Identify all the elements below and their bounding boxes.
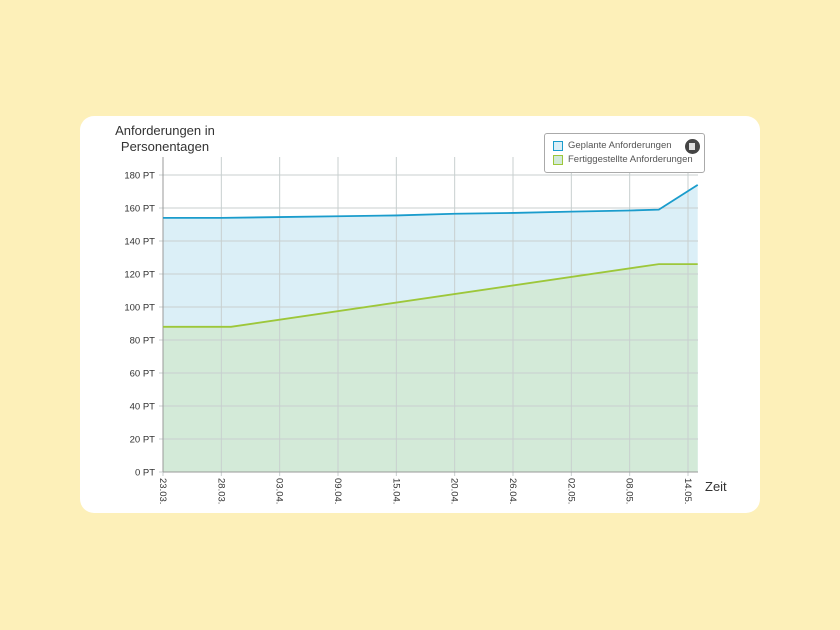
y-tick-label: 160 PT [124,204,155,215]
y-tick-label: 120 PT [124,270,155,281]
y-tick-label: 20 PT [130,435,156,446]
x-tick-label: 15.04. [390,478,401,504]
x-tick-label: 14.05. [682,478,693,504]
y-tick-label: 40 PT [130,402,156,413]
x-tick-label: 20.04. [449,478,460,504]
y-tick-label: 180 PT [124,171,155,182]
x-axis-title: Zeit [705,479,727,494]
x-tick-label: 23.03. [157,478,168,504]
x-tick-label: 09.04. [332,478,343,504]
legend-item-completed[interactable]: Fertiggestellte Anforderungen [553,154,693,165]
series-line-1 [163,263,698,328]
y-tick-label: 140 PT [124,237,155,248]
y-tick-label: 100 PT [124,303,155,314]
x-tick-label: 03.04. [274,478,285,504]
x-tick-label: 08.05. [624,478,635,504]
series-line-0 [163,184,699,219]
legend-label: Geplante Anforderungen [568,140,672,151]
series-area-1 [163,264,698,472]
x-tick-label: 26.04. [507,478,518,504]
y-tick-label: 60 PT [130,369,156,380]
legend-swatch [553,154,563,165]
y-tick-label: 0 PT [135,468,155,479]
legend-swatch [553,140,563,151]
legend-item-planned[interactable]: Geplante Anforderungen [553,140,672,151]
y-axis-title: Anforderungen in Personentagen [115,123,215,154]
x-tick-label: 02.05. [565,478,576,504]
legend-label: Fertiggestellte Anforderungen [568,154,693,165]
legend: Geplante Anforderungen Fertiggestellte A… [544,133,705,173]
y-tick-label: 80 PT [130,336,156,347]
export-icon[interactable] [685,139,700,154]
x-tick-label: 28.03. [215,478,226,504]
